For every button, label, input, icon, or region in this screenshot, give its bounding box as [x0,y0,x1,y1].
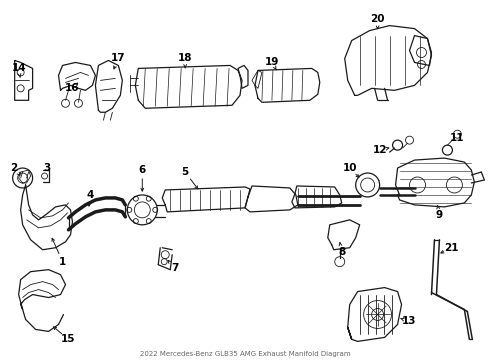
Text: 18: 18 [178,54,193,63]
Text: 5: 5 [182,167,189,177]
Text: 19: 19 [265,58,279,67]
Text: 4: 4 [87,190,94,200]
Text: 6: 6 [139,165,146,175]
Text: 17: 17 [111,54,125,63]
Text: 3: 3 [43,163,50,173]
Text: 14: 14 [11,63,26,73]
Text: 20: 20 [370,14,385,24]
Circle shape [127,195,157,225]
Text: 7: 7 [172,263,179,273]
Text: 16: 16 [65,84,80,93]
Circle shape [356,173,380,197]
Text: 1: 1 [59,257,66,267]
Text: 10: 10 [343,163,357,173]
Text: 11: 11 [450,133,465,143]
Text: 15: 15 [61,334,76,345]
Text: 12: 12 [372,145,387,155]
Text: 9: 9 [436,210,443,220]
Text: 2022 Mercedes-Benz GLB35 AMG Exhaust Manifold Diagram: 2022 Mercedes-Benz GLB35 AMG Exhaust Man… [140,351,350,357]
Text: 21: 21 [444,243,459,253]
Text: 2: 2 [10,163,17,173]
Text: 13: 13 [402,316,417,327]
Text: 8: 8 [338,247,345,257]
